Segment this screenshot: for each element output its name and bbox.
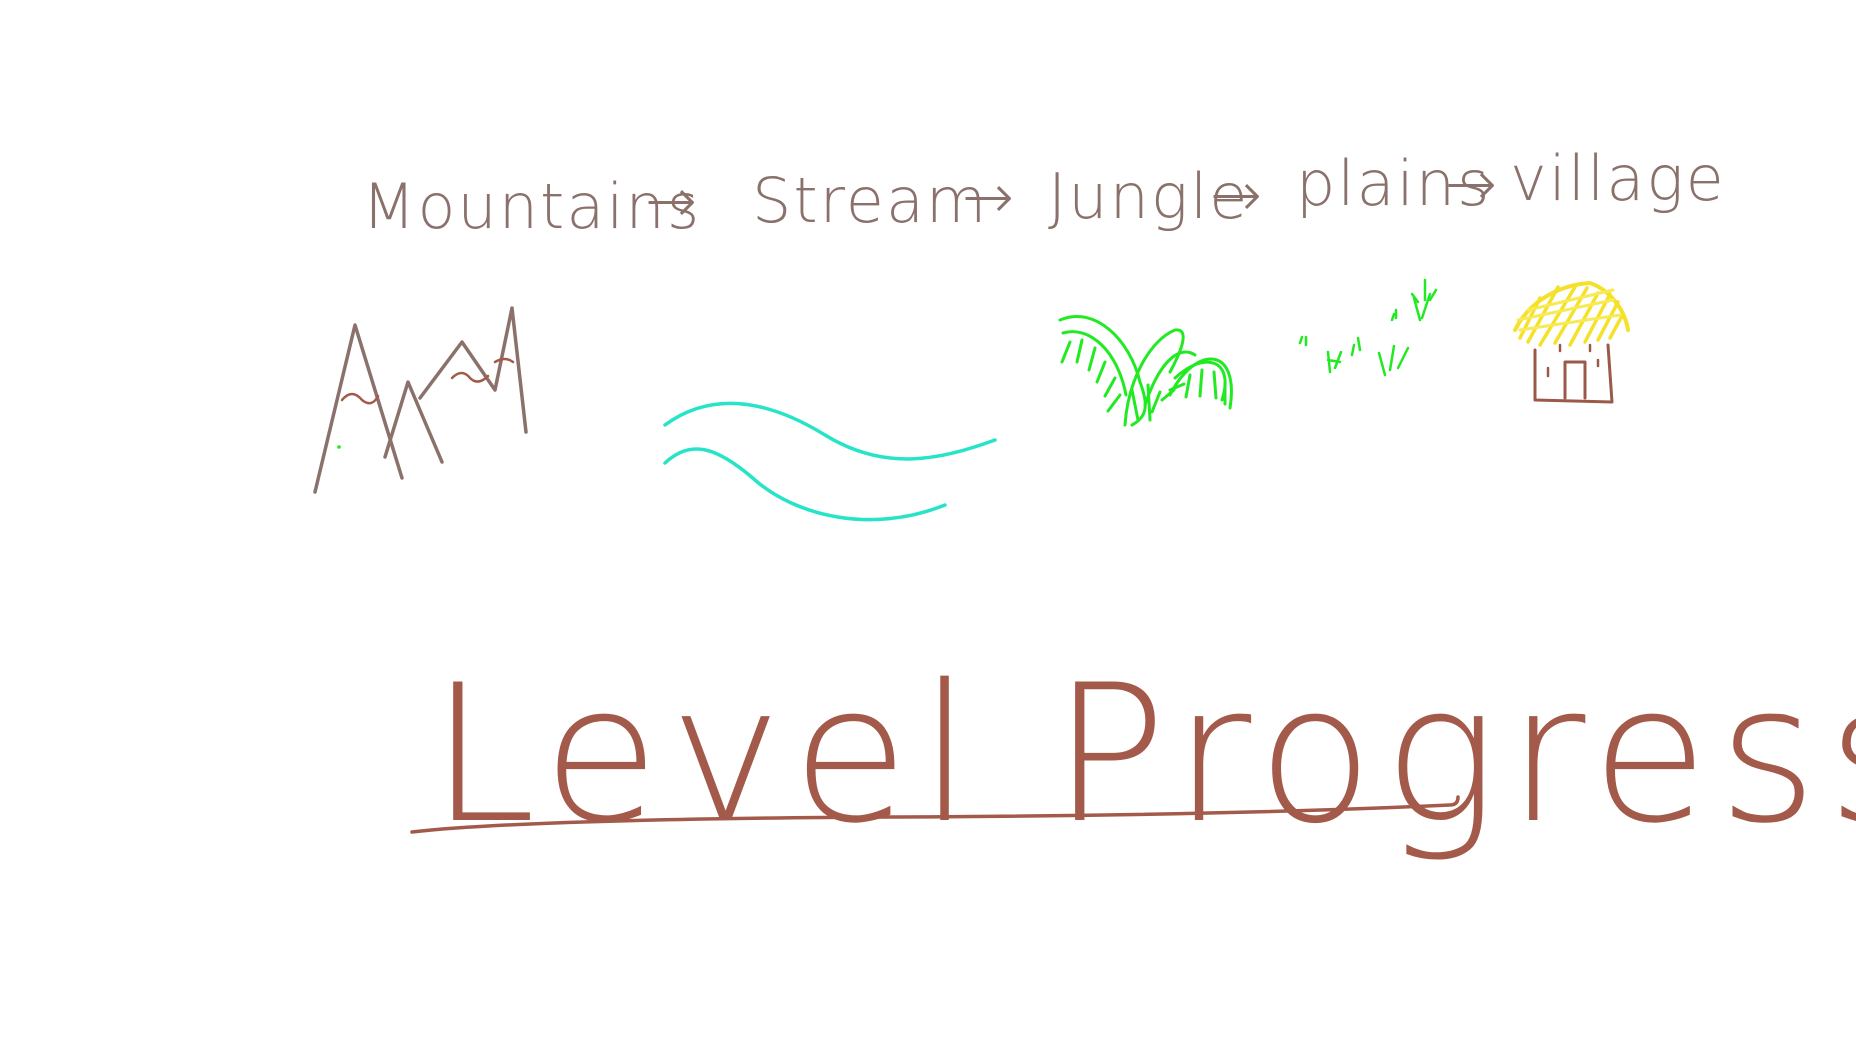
flow-arrow-1: → xyxy=(645,164,699,237)
flow-arrow-4: → xyxy=(1445,147,1499,220)
plains-drawing xyxy=(1298,278,1438,377)
mountains-drawing xyxy=(313,306,528,494)
flow-step-mountains: Mountains xyxy=(362,170,701,243)
stream-drawing xyxy=(663,401,997,522)
village-hut-drawing xyxy=(1513,281,1630,404)
flow-step-plains: plains xyxy=(1296,147,1491,220)
flow-step-stream: Stream xyxy=(752,164,988,237)
flow-arrow-3: → xyxy=(1210,158,1264,231)
page-title: Level Progression xyxy=(430,644,1856,865)
flow-step-village: village xyxy=(1510,142,1726,215)
title-underline xyxy=(410,795,1460,834)
jungle-drawing xyxy=(1058,314,1233,427)
level-flow: Mountains → Stream → Jungle → plains → v… xyxy=(362,142,1726,243)
flow-step-jungle: Jungle xyxy=(1048,160,1249,233)
flow-arrow-2: → xyxy=(962,160,1016,233)
